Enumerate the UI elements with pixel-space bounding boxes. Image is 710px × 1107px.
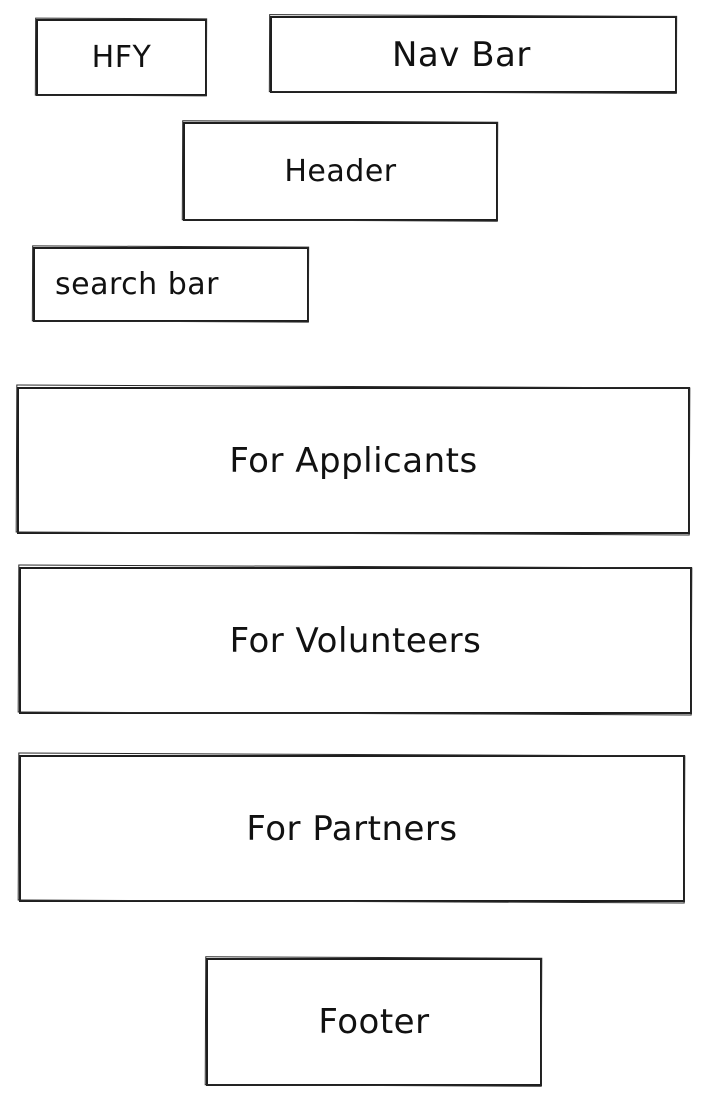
section-volunteers[interactable]: For Volunteers (19, 567, 692, 714)
section-applicants[interactable]: For Applicants (17, 387, 690, 534)
section-partners[interactable]: For Partners (19, 755, 685, 902)
section-partners-label: For Partners (246, 808, 458, 849)
search-bar-label: search bar (55, 266, 219, 302)
nav-bar-label: Nav Bar (392, 34, 531, 75)
search-bar[interactable]: search bar (33, 247, 309, 322)
section-volunteers-label: For Volunteers (229, 620, 482, 661)
header-box: Header (183, 122, 498, 221)
logo-box[interactable]: HFY (36, 19, 207, 96)
logo-text: HFY (91, 39, 152, 75)
nav-bar[interactable]: Nav Bar (270, 16, 677, 93)
footer-box: Footer (206, 958, 542, 1086)
footer-label: Footer (318, 1002, 430, 1042)
header-label: Header (284, 153, 397, 189)
section-applicants-label: For Applicants (229, 440, 478, 481)
